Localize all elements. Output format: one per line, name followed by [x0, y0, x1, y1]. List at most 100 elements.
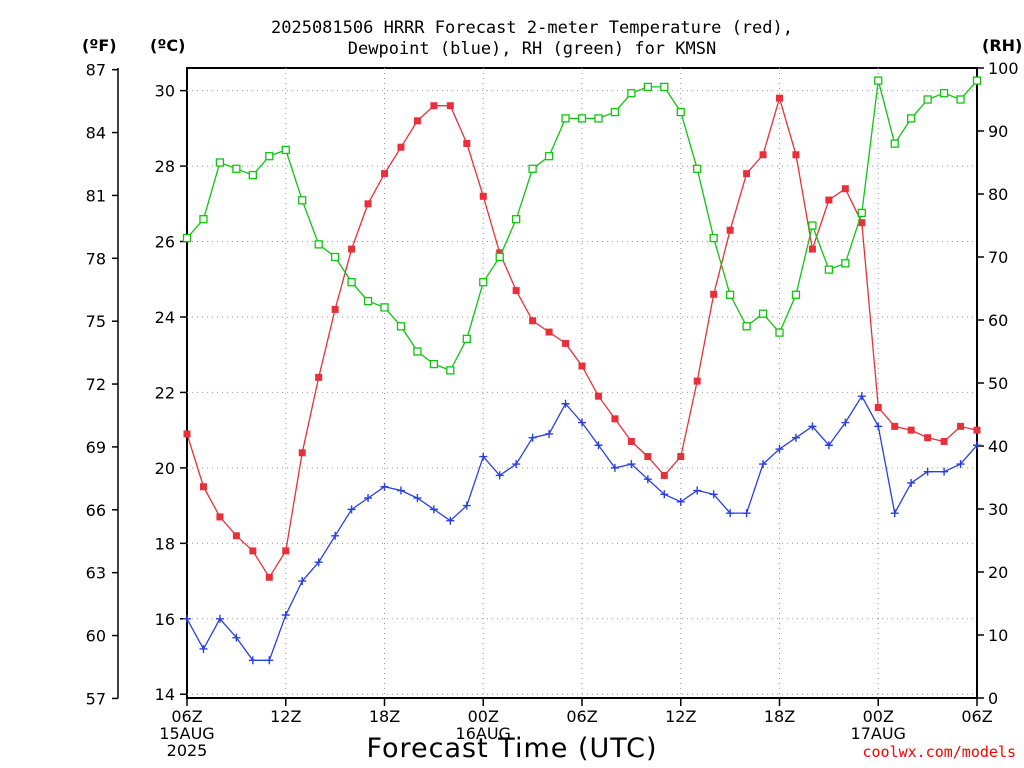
- dewpoint-point: [973, 441, 981, 450]
- rh-tick-label: 20: [988, 563, 1008, 582]
- celsius-tick-label: 26: [155, 233, 175, 252]
- dewpoint-point: [791, 433, 800, 442]
- temperature-point: [776, 94, 783, 102]
- fahrenheit-unit-label: (ºF): [82, 36, 117, 55]
- temperature-point: [957, 422, 965, 430]
- dewpoint-point: [396, 486, 405, 495]
- dewpoint-point: [594, 441, 603, 450]
- rh-tick-label: 10: [988, 626, 1008, 645]
- dewpoint-point: [693, 486, 702, 495]
- rh-point: [380, 303, 389, 312]
- temperature-point: [726, 226, 734, 234]
- rh-point: [479, 278, 488, 287]
- chart-title-line-1: 2025081506 HRRR Forecast 2-meter Tempera…: [271, 18, 793, 38]
- dewpoint-point: [512, 460, 521, 469]
- dewpoint-point: [331, 531, 340, 540]
- fahrenheit-tick-label: 66: [86, 501, 106, 520]
- rh-point: [923, 95, 932, 104]
- temperature-point: [627, 437, 635, 445]
- temperature-point: [644, 453, 652, 461]
- temperature-point: [973, 426, 981, 434]
- rh-point: [742, 322, 751, 331]
- x-tick-label: 2025: [167, 741, 208, 760]
- dewpoint-point: [808, 422, 817, 431]
- dewpoint-point: [429, 505, 438, 514]
- temperature-point: [397, 143, 405, 151]
- celsius-tick-label: 24: [155, 308, 175, 327]
- rh-point: [347, 278, 356, 287]
- temperature-point: [512, 287, 520, 295]
- rh-point: [709, 233, 718, 243]
- rh-tick-label: 60: [988, 311, 1008, 330]
- temperature-point: [924, 434, 932, 442]
- temperature-point: [792, 151, 800, 159]
- rh-point: [314, 240, 323, 249]
- dewpoint-point: [265, 656, 274, 665]
- celsius-tick-label: 28: [155, 157, 175, 176]
- temperature-point: [808, 245, 816, 253]
- rh-point: [265, 152, 274, 161]
- rh-point: [413, 347, 422, 356]
- rh-point: [363, 296, 373, 306]
- dewpoint-point: [940, 467, 949, 476]
- dewpoint-point: [923, 467, 932, 476]
- temperature-point: [841, 185, 849, 193]
- dewpoint-point: [183, 614, 191, 623]
- temperature-point: [265, 573, 273, 581]
- rh-point: [512, 215, 521, 224]
- rh-point: [725, 290, 735, 299]
- temperature-point: [282, 547, 290, 555]
- temperature-point: [562, 339, 570, 347]
- x-tick-label: 06Z: [171, 707, 202, 726]
- dewpoint-point: [545, 429, 554, 438]
- dewpoint-point: [841, 418, 850, 427]
- rh-point: [199, 215, 208, 224]
- temperature-point: [199, 483, 207, 491]
- dewpoint-point: [578, 418, 586, 427]
- x-tick-label: 00Z: [468, 707, 499, 726]
- temperature-point: [183, 430, 191, 438]
- dewpoint-point: [298, 577, 307, 586]
- temperature-series-line: [186, 95, 978, 579]
- fahrenheit-tick-label: 81: [86, 186, 106, 205]
- temperature-point: [907, 426, 915, 434]
- rh-point: [610, 107, 620, 117]
- dewpoint-point: [742, 509, 751, 518]
- dewpoint-point: [824, 441, 833, 450]
- temperature-point: [940, 437, 948, 445]
- celsius-tick-label: 18: [155, 534, 175, 553]
- temperature-point: [578, 362, 586, 370]
- x-axis-title: Forecast Time (UTC): [366, 733, 658, 764]
- dewpoint-point: [215, 614, 224, 623]
- temperature-point: [743, 170, 751, 178]
- rh-point: [676, 107, 685, 117]
- dewpoint-point: [248, 656, 257, 665]
- temperature-point: [216, 513, 224, 521]
- rh-tick-label: 80: [988, 185, 1008, 204]
- rh-point: [462, 334, 471, 344]
- temperature-point: [891, 422, 899, 430]
- rh-tick-label: 40: [988, 437, 1008, 456]
- dewpoint-point: [413, 494, 422, 503]
- dewpoint-point: [199, 644, 208, 653]
- x-tick-label: 18Z: [369, 707, 400, 726]
- rh-unit-label: (RH): [982, 36, 1023, 55]
- temperature-point: [858, 219, 866, 227]
- celsius-tick-label: 16: [155, 610, 175, 629]
- fahrenheit-tick-label: 84: [86, 124, 106, 143]
- temperature-point: [693, 377, 701, 385]
- temperature-point: [381, 170, 388, 178]
- chart-title-line-2: Dewpoint (blue), RH (green) for KMSN: [347, 39, 717, 59]
- celsius-tick-label: 30: [155, 82, 175, 101]
- temperature-point: [594, 392, 602, 400]
- temperature-point: [331, 305, 339, 313]
- rh-point: [758, 309, 768, 318]
- dewpoint-point: [726, 509, 735, 518]
- temperature-point: [298, 449, 306, 457]
- dewpoint-point: [775, 445, 784, 454]
- rh-point: [577, 114, 587, 123]
- celsius-tick-label: 20: [155, 459, 175, 478]
- dewpoint-point: [874, 422, 883, 431]
- x-tick-label: 17AUG: [851, 724, 906, 743]
- temperature-point: [825, 196, 833, 204]
